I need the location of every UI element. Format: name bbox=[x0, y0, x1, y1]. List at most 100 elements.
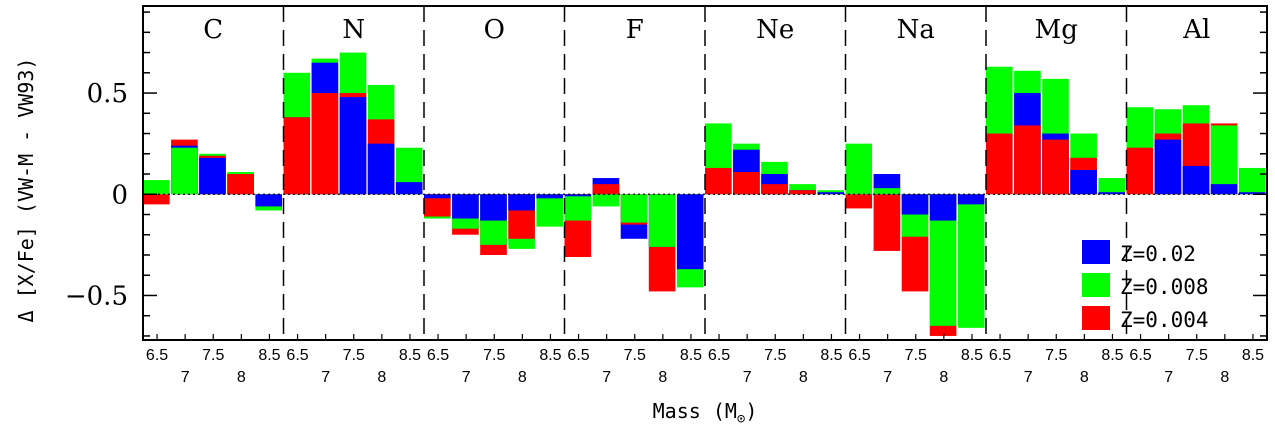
legend-label-Z002: Z=0.02 bbox=[1120, 242, 1196, 266]
x-tick-label: 7.5 bbox=[1186, 347, 1208, 364]
bar-na-7-Z0004 bbox=[873, 194, 901, 251]
y-tick-label: −0.5 bbox=[65, 281, 128, 311]
bar-n-8-Z002 bbox=[367, 143, 395, 195]
bar-ne-8_5-Z002 bbox=[817, 192, 844, 195]
x-tick-label: 7.5 bbox=[202, 347, 224, 364]
bar-al-8-Z002 bbox=[1210, 184, 1238, 195]
bar-o-7_5-Z002 bbox=[480, 194, 507, 221]
x-tick-label: 8 bbox=[518, 369, 527, 386]
x-tick-label: 7.5 bbox=[483, 347, 505, 364]
element-label-f: F bbox=[626, 15, 644, 45]
bar-o-8_5-Z0008 bbox=[536, 194, 563, 227]
x-tick-label: 8.5 bbox=[258, 347, 280, 364]
x-tick-label: 8 bbox=[939, 369, 948, 386]
y-axis-label: Δ [X/Fe] (VW-M - VW93) bbox=[14, 58, 38, 323]
x-tick-label: 6.5 bbox=[286, 347, 308, 364]
x-tick-label: 8.5 bbox=[961, 347, 983, 364]
element-label-o: O bbox=[484, 15, 505, 45]
bar-n-7_5-Z002 bbox=[339, 97, 367, 195]
bar-f-7-Z0008 bbox=[592, 194, 620, 207]
x-tick-label: 8 bbox=[1080, 369, 1089, 386]
bar-ne-6_5-Z0004 bbox=[705, 167, 732, 195]
legend-label-Z0004: Z=0.004 bbox=[1120, 308, 1209, 332]
bar-ne-7_5-Z0004 bbox=[761, 184, 788, 195]
bar-ne-7-Z0004 bbox=[733, 171, 760, 195]
element-label-ne: Ne bbox=[756, 15, 794, 45]
bar-n-8_5-Z002 bbox=[395, 182, 423, 195]
x-tick-label: 6.5 bbox=[427, 347, 449, 364]
x-tick-label: 7.5 bbox=[764, 347, 786, 364]
plot-border bbox=[142, 5, 1268, 341]
bar-c-6_5-Z0004 bbox=[143, 194, 170, 205]
bar-al-8_5-Z0008 bbox=[1238, 167, 1266, 195]
x-tick-label: 6.5 bbox=[708, 347, 730, 364]
bar-al-7-Z002 bbox=[1154, 139, 1182, 195]
bar-f-8-Z0008 bbox=[648, 194, 676, 247]
x-tick-label: 8 bbox=[1220, 369, 1229, 386]
element-label-na: Na bbox=[897, 15, 935, 45]
x-axis-label-sun-symbol: ⊙ bbox=[737, 411, 746, 427]
legend: Z=0.02 Z=0.008 Z=0.004 bbox=[1082, 240, 1209, 332]
bar-o-7-Z002 bbox=[452, 194, 479, 219]
x-tick-label: 8.5 bbox=[820, 347, 842, 364]
element-label-n: N bbox=[342, 15, 365, 45]
bar-na-7-Z0008 bbox=[873, 188, 901, 195]
bar-na-8-Z002 bbox=[929, 194, 957, 221]
bar-n-7-Z0004 bbox=[311, 93, 339, 195]
element-label-al: Al bbox=[1182, 15, 1210, 45]
y-tick-label: 0 bbox=[111, 180, 128, 210]
bar-mg-7-Z0004 bbox=[1014, 125, 1041, 195]
legend-label-Z0008: Z=0.008 bbox=[1120, 275, 1209, 299]
bar-na-8_5-Z002 bbox=[957, 194, 985, 205]
bar-na-7_5-Z002 bbox=[901, 194, 929, 215]
bar-f-7_5-Z0008 bbox=[620, 194, 648, 223]
x-tick-label: 7 bbox=[321, 369, 330, 386]
x-tick-label: 7 bbox=[1164, 369, 1173, 386]
bar-na-6_5-Z0004 bbox=[845, 194, 873, 209]
x-tick-label: 8.5 bbox=[1242, 347, 1264, 364]
x-tick-label: 7 bbox=[462, 369, 471, 386]
x-axis-label-main: Mass (M bbox=[653, 399, 737, 423]
bar-o-6_5-Z002 bbox=[424, 194, 451, 199]
bar-o-8_5-Z002 bbox=[536, 194, 563, 199]
x-tick-label: 7 bbox=[181, 369, 190, 386]
x-tick-label: 6.5 bbox=[989, 347, 1011, 364]
x-tick-label: 7 bbox=[602, 369, 611, 386]
labels-layer: C N O F Ne Na Mg Al Mass (M⊙) Δ [X/Fe] (VW-M - VW… bbox=[14, 15, 1210, 427]
ticks-layer: 0.5 0 −0.5 6.5 7 7.5 8 8.5 6.5 7 7.5 8 8.5 6.5 7 7.5 8 8.… bbox=[65, 11, 1267, 386]
bar-c-7_5-Z002 bbox=[199, 157, 226, 195]
element-label-c: C bbox=[203, 15, 223, 45]
legend-swatch-Z0008 bbox=[1082, 273, 1110, 297]
bar-na-6_5-Z0008 bbox=[845, 143, 873, 195]
x-tick-label: 8 bbox=[799, 369, 808, 386]
x-tick-label: 6.5 bbox=[848, 347, 870, 364]
bar-f-7-Z0004 bbox=[592, 184, 620, 195]
x-tick-label: 6.5 bbox=[567, 347, 589, 364]
bar-al-8_5-Z002 bbox=[1238, 192, 1266, 195]
bar-mg-8-Z002 bbox=[1070, 169, 1097, 195]
x-tick-label: 6.5 bbox=[1129, 347, 1151, 364]
bars-layer bbox=[143, 52, 1266, 336]
bar-f-6_5-Z002 bbox=[564, 194, 592, 197]
bar-na-8_5-Z0008 bbox=[957, 194, 985, 328]
x-tick-label: 6.5 bbox=[146, 347, 168, 364]
bar-ne-8-Z0008 bbox=[789, 184, 816, 195]
bar-o-6_5-Z0004 bbox=[424, 194, 451, 217]
bar-n-6_5-Z0004 bbox=[283, 117, 311, 195]
legend-swatch-Z0004 bbox=[1082, 306, 1110, 330]
plot-frame bbox=[142, 5, 1268, 341]
bar-mg-8_5-Z002 bbox=[1098, 192, 1125, 195]
x-tick-label: 8 bbox=[377, 369, 386, 386]
x-tick-label: 7.5 bbox=[624, 347, 646, 364]
x-tick-label: 8.5 bbox=[1101, 347, 1123, 364]
bar-al-6_5-Z0004 bbox=[1126, 147, 1154, 195]
legend-swatch-Z002 bbox=[1082, 240, 1110, 264]
x-tick-label: 7 bbox=[743, 369, 752, 386]
bar-f-6_5-Z0008 bbox=[564, 194, 592, 221]
x-tick-label: 7.5 bbox=[1045, 347, 1067, 364]
x-tick-label: 8.5 bbox=[399, 347, 421, 364]
element-label-mg: Mg bbox=[1035, 15, 1078, 45]
x-axis-label: Mass (M⊙) bbox=[653, 399, 758, 427]
bar-mg-7_5-Z0004 bbox=[1042, 139, 1069, 195]
